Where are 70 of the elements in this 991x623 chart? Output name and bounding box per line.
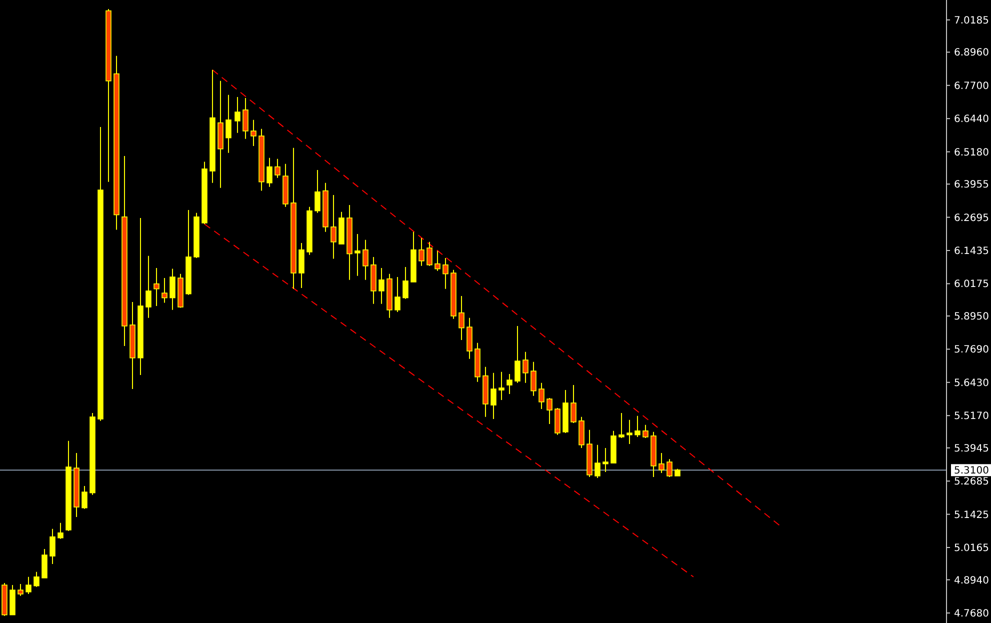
candlestick xyxy=(354,234,360,276)
candlestick xyxy=(506,373,512,394)
candlestick xyxy=(362,239,368,280)
candlestick xyxy=(578,416,584,449)
candlestick xyxy=(314,169,320,214)
candlestick xyxy=(266,157,272,188)
candlestick xyxy=(394,276,400,313)
candlestick xyxy=(594,444,600,479)
y-tick-label: 4.8940 xyxy=(954,575,989,586)
candlestick xyxy=(146,255,152,318)
candlestick xyxy=(82,485,88,510)
candlestick xyxy=(154,268,160,306)
candlestick xyxy=(274,158,280,178)
y-tick-label: 5.7690 xyxy=(954,344,989,356)
y-tick-label: 5.8950 xyxy=(954,311,989,322)
y-tick-label: 6.0175 xyxy=(954,279,989,290)
candlestick xyxy=(378,268,384,304)
candlestick xyxy=(162,278,168,304)
y-tick-label: 5.5170 xyxy=(954,411,989,422)
candlestick xyxy=(546,397,552,425)
candlestick xyxy=(530,361,536,396)
candlestick xyxy=(42,548,48,578)
candlestick xyxy=(538,382,544,410)
candlestick xyxy=(514,325,520,384)
candlestick xyxy=(18,583,24,596)
candlestick xyxy=(466,317,472,360)
candlestick xyxy=(50,528,56,564)
y-tick-label: 4.7680 xyxy=(954,608,989,620)
candlestick xyxy=(490,372,496,420)
y-tick-label: 7.0185 xyxy=(954,15,989,26)
candlestick xyxy=(418,237,424,266)
y-tick-label: 6.6440 xyxy=(954,114,989,126)
y-tick-label: 5.2685 xyxy=(954,476,989,488)
candlestick xyxy=(442,258,448,290)
y-tick-label: 5.0165 xyxy=(954,542,989,554)
candlestick xyxy=(330,194,336,260)
y-tick-label: 6.1435 xyxy=(954,246,989,257)
candlestick xyxy=(602,448,608,472)
candlestick xyxy=(658,452,664,474)
y-tick-label: 5.1425 xyxy=(954,510,989,521)
candlestick xyxy=(426,241,432,266)
candlestick xyxy=(250,119,256,146)
candlestick xyxy=(554,407,560,436)
candlestick xyxy=(434,250,440,272)
y-tick-label: 5.6430 xyxy=(954,378,989,389)
candlestick xyxy=(458,295,464,340)
candlestick xyxy=(618,412,624,438)
candlestick xyxy=(226,94,232,154)
y-tick-label: 6.8960 xyxy=(954,48,989,59)
candlestick xyxy=(626,419,632,445)
y-tick-label: 6.2695 xyxy=(954,212,989,224)
candlestick xyxy=(26,576,32,595)
candlestick xyxy=(570,384,576,424)
y-tick-label: 6.5180 xyxy=(954,147,989,158)
candlestick xyxy=(498,371,504,401)
candlestick xyxy=(298,242,304,289)
ref-line-label: 5.3100 xyxy=(954,466,989,477)
candlestick xyxy=(170,268,176,310)
candlestick xyxy=(58,522,64,540)
candlestick xyxy=(666,458,672,478)
candlestick xyxy=(634,415,640,438)
candlestick xyxy=(242,98,248,140)
candlestick xyxy=(522,351,528,384)
candlestick xyxy=(234,96,240,134)
candlestick xyxy=(402,266,408,300)
candlestick xyxy=(34,571,40,588)
y-tick-label: 5.3945 xyxy=(954,443,989,454)
y-tick-label: 6.3955 xyxy=(954,180,989,191)
y-tick-label: 6.7700 xyxy=(954,80,989,92)
candlestick xyxy=(642,424,648,438)
